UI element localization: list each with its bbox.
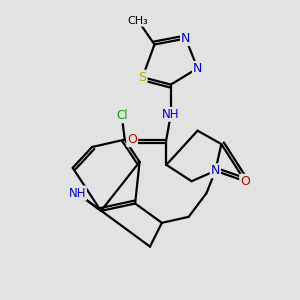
- Text: NH: NH: [162, 108, 180, 121]
- Text: N: N: [211, 164, 220, 177]
- Text: S: S: [139, 71, 147, 84]
- Text: NH: NH: [68, 187, 86, 200]
- Text: Cl: Cl: [116, 109, 128, 122]
- Text: CH₃: CH₃: [128, 16, 148, 26]
- Text: N: N: [181, 32, 190, 45]
- Text: N: N: [193, 62, 202, 75]
- Text: O: O: [240, 175, 250, 188]
- Text: O: O: [127, 133, 137, 146]
